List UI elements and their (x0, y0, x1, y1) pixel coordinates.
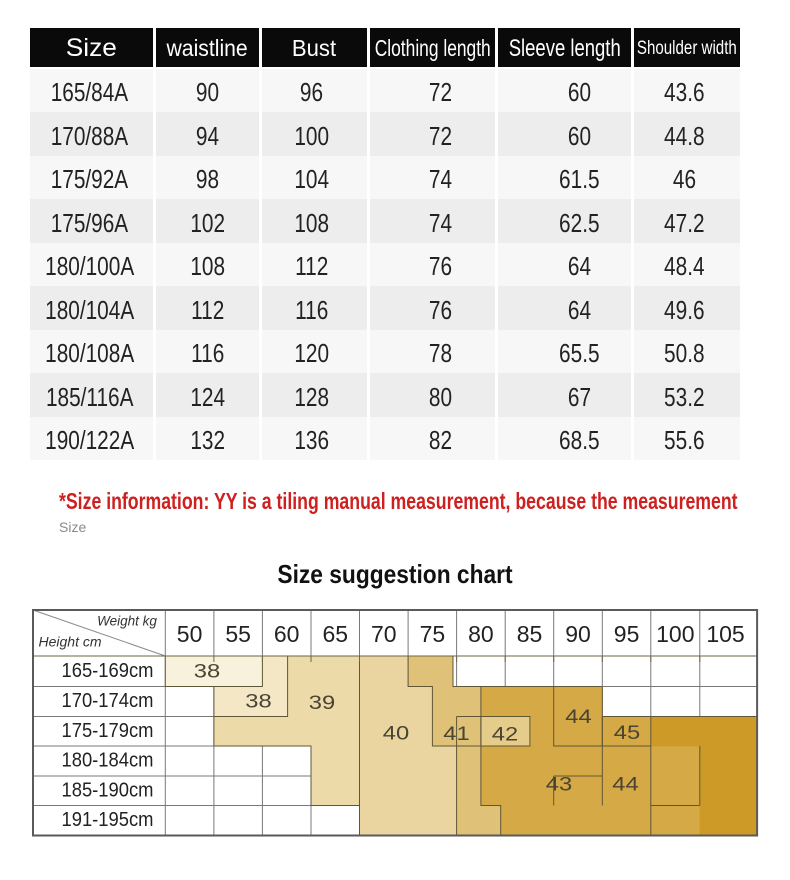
svg-text:185-190cm: 185-190cm (62, 780, 154, 802)
svg-text:85: 85 (517, 621, 543, 647)
svg-text:65: 65 (323, 621, 349, 647)
svg-text:38: 38 (245, 691, 271, 712)
svg-text:45: 45 (614, 722, 640, 743)
svg-text:55: 55 (225, 621, 251, 647)
svg-text:170-174cm: 170-174cm (62, 691, 154, 713)
svg-text:70: 70 (371, 621, 397, 647)
svg-text:180-184cm: 180-184cm (62, 750, 154, 772)
svg-text:Height cm: Height cm (38, 634, 101, 650)
svg-text:39: 39 (309, 692, 335, 713)
svg-text:50: 50 (177, 621, 203, 647)
svg-text:75: 75 (420, 621, 446, 647)
svg-text:43: 43 (546, 774, 572, 795)
svg-text:105: 105 (706, 621, 744, 647)
svg-text:44: 44 (565, 706, 591, 727)
svg-text:90: 90 (565, 621, 591, 647)
svg-text:191-195cm: 191-195cm (62, 810, 154, 832)
svg-text:Weight kg: Weight kg (97, 614, 157, 629)
svg-text:100: 100 (656, 621, 694, 647)
svg-text:80: 80 (468, 621, 494, 647)
svg-text:95: 95 (614, 621, 640, 647)
svg-text:44: 44 (612, 774, 638, 795)
svg-text:175-179cm: 175-179cm (62, 721, 154, 743)
svg-text:38: 38 (194, 661, 220, 682)
svg-text:41: 41 (443, 723, 469, 744)
svg-text:42: 42 (492, 724, 518, 745)
svg-text:165-169cm: 165-169cm (62, 661, 154, 683)
svg-text:60: 60 (274, 621, 300, 647)
svg-text:40: 40 (383, 723, 409, 744)
